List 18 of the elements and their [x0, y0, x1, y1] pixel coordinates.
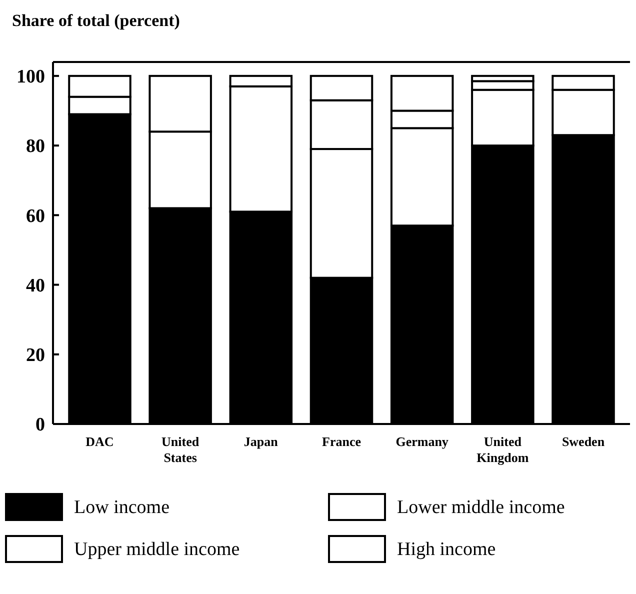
- y-tick-label: 20: [26, 345, 45, 366]
- y-tick-label: 80: [26, 136, 45, 158]
- x-tick-label: United States: [162, 434, 200, 465]
- y-tick-label: 40: [26, 275, 45, 296]
- y-tick-label: 100: [16, 66, 45, 88]
- legend-label: High income: [397, 539, 496, 560]
- x-tick-label: France: [322, 434, 362, 449]
- y-tick-label: 0: [36, 414, 45, 436]
- y-tick-label: 60: [26, 206, 45, 227]
- x-tick-label: United Kingdom: [476, 434, 529, 465]
- legend-label: Low income: [74, 497, 170, 518]
- x-tick-label: Germany: [396, 434, 449, 449]
- chart-title: Share of total (percent): [12, 11, 180, 30]
- legend-label: Lower middle income: [397, 497, 565, 518]
- x-tick-label: Sweden: [562, 434, 606, 449]
- x-tick-label: DAC: [86, 434, 114, 449]
- x-tick-label: Japan: [244, 434, 279, 449]
- legend-label: Upper middle income: [74, 539, 240, 560]
